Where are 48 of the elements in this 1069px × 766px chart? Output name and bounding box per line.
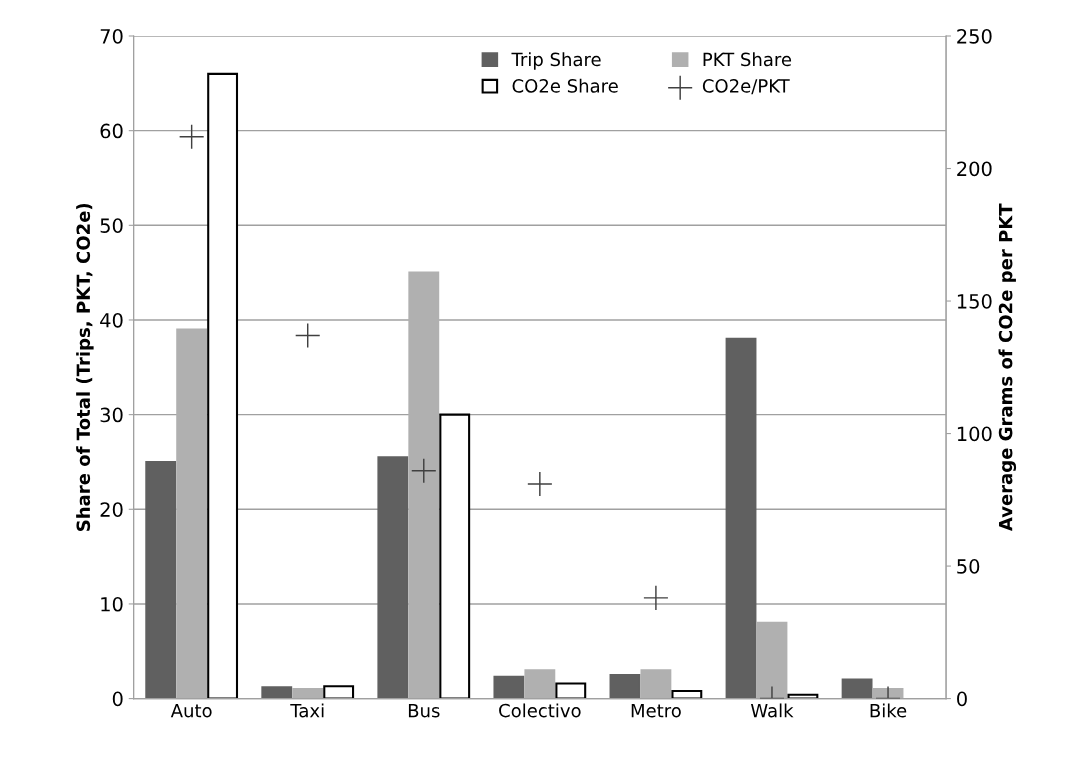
y2-tick-label: 0: [957, 691, 967, 707]
legend-label: PKT Share: [703, 52, 792, 67]
bar: [261, 686, 293, 699]
y-tick-label: 30: [100, 407, 123, 423]
y2-axis-title: Average Grams of CO2e per PKT: [998, 203, 1017, 532]
bar: [671, 689, 703, 699]
y-tick-label: 10: [101, 596, 123, 612]
bar: [207, 72, 239, 699]
bar: [555, 682, 587, 699]
x-tick-label: Auto: [170, 704, 212, 718]
y2-tick-label: 200: [957, 161, 992, 177]
legend-label: Trip Share: [511, 52, 601, 70]
point: [643, 585, 668, 610]
y-tick-label: 70: [100, 28, 123, 44]
bar: [292, 688, 324, 699]
x-tick-label: Taxi: [290, 703, 324, 718]
bar: [725, 337, 757, 699]
y-tick-label: 50: [100, 218, 123, 233]
point: [411, 458, 436, 483]
y-tick-label: 20: [100, 502, 123, 517]
y-tick-label: 40: [100, 312, 123, 328]
bar: [841, 678, 873, 699]
x-tick-label: Colectivo: [499, 703, 581, 718]
x-tick-label: Metro: [631, 704, 681, 718]
bar: [609, 673, 641, 699]
y-tick-label: 60: [100, 123, 123, 139]
x-tick-label: Walk: [750, 703, 794, 718]
bar: [323, 685, 355, 699]
legend-label: CO2e Share: [512, 78, 618, 93]
bar: [145, 460, 177, 699]
y2-tick-label: 50: [957, 559, 980, 574]
y2-tick-label: 250: [957, 28, 992, 44]
bar: [493, 675, 525, 699]
bar: [439, 413, 471, 699]
x-tick-label: Bike: [870, 703, 907, 718]
y2-tick-label: 100: [957, 426, 992, 442]
bar: [524, 669, 556, 699]
bar: [408, 271, 440, 699]
x-tick-label: Bus: [408, 704, 440, 718]
bar: [756, 621, 788, 699]
point: [527, 471, 552, 496]
y-tick-label: 0: [112, 691, 123, 707]
legend-label: CO2e/PKT: [702, 79, 790, 95]
bar: [176, 328, 208, 699]
y-axis-title: Share of Total (Trips, PKT, CO2e): [76, 203, 94, 531]
y2-tick-label: 150: [957, 293, 992, 309]
bar: [377, 456, 409, 699]
bar: [640, 669, 672, 699]
